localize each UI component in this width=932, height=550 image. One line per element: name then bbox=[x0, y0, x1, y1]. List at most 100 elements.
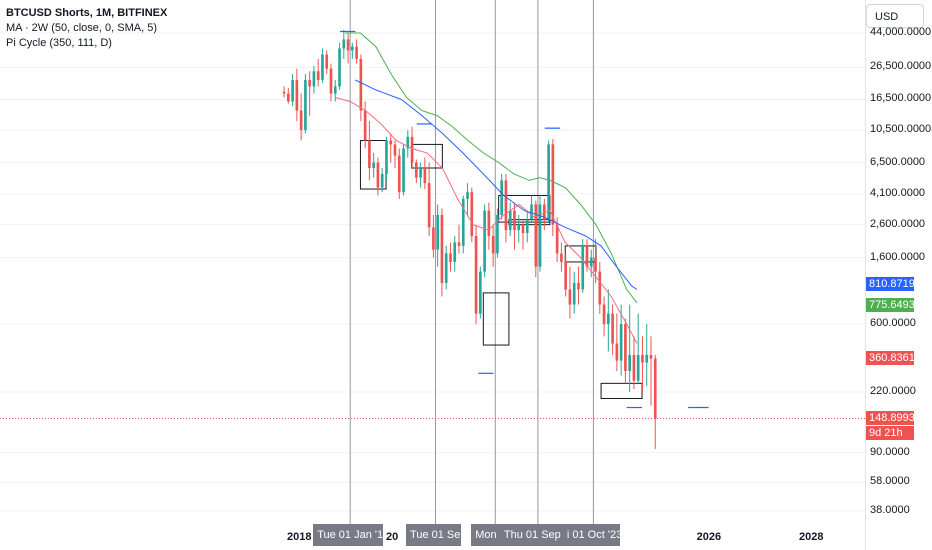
price-tick-label: 2,600.0000 bbox=[870, 217, 926, 230]
candle-body bbox=[649, 354, 653, 359]
candle-body bbox=[508, 210, 512, 231]
candle-body bbox=[470, 192, 474, 236]
candle-body bbox=[530, 204, 533, 220]
candle-body bbox=[427, 183, 431, 228]
symbol-title[interactable]: BTCUSD Shorts, 1M, BITFINEX bbox=[6, 7, 168, 19]
candle-body bbox=[304, 79, 307, 131]
price-badge: 360.8361 bbox=[866, 351, 915, 366]
candle-body bbox=[572, 282, 576, 305]
candle-body bbox=[598, 271, 602, 305]
price-tick-label: 600.0000 bbox=[870, 317, 916, 330]
price-badge: 148.8993 bbox=[866, 411, 915, 426]
indicator-lines bbox=[334, 32, 638, 344]
candle-body bbox=[560, 253, 563, 262]
price-tick-label: 90.0000 bbox=[870, 445, 910, 458]
candle-body bbox=[406, 136, 410, 149]
candle-body bbox=[602, 304, 606, 325]
candle-body bbox=[444, 253, 448, 283]
candle-body bbox=[436, 214, 439, 250]
candle-body bbox=[487, 210, 491, 236]
pi-cycle-blue-line bbox=[355, 79, 638, 290]
currency-button[interactable]: USD bbox=[866, 4, 924, 28]
price-badge: 9d 21h bbox=[866, 426, 914, 441]
date-marker-label: i 01 Oct '23 bbox=[562, 524, 620, 546]
candle-body bbox=[355, 46, 358, 59]
candle-body bbox=[538, 204, 542, 267]
candle-body bbox=[543, 204, 546, 220]
candle-body bbox=[479, 271, 482, 314]
chart-legend: BTCUSD Shorts, 1M, BITFINEX MA · 2W (50,… bbox=[6, 6, 167, 51]
candle-body bbox=[585, 245, 589, 267]
price-tick-label: 44,000.0000 bbox=[870, 26, 932, 38]
candlesticks[interactable] bbox=[282, 29, 657, 449]
candle-body bbox=[316, 71, 320, 80]
range-box bbox=[600, 382, 643, 399]
candle-body bbox=[564, 261, 567, 290]
candle-body bbox=[466, 192, 469, 199]
candle-body bbox=[517, 224, 521, 231]
time-tick-label: 20 bbox=[386, 531, 399, 543]
candle-body bbox=[645, 354, 649, 363]
candle-body bbox=[577, 282, 580, 290]
candle-body bbox=[525, 219, 529, 233]
candle-body bbox=[440, 214, 444, 283]
candle-body bbox=[641, 354, 644, 363]
chart-grid bbox=[0, 32, 865, 512]
marker-segments bbox=[339, 30, 709, 409]
candle-body bbox=[308, 79, 311, 87]
candle-body bbox=[457, 242, 461, 246]
candle-body bbox=[415, 162, 418, 178]
candle-body bbox=[461, 198, 465, 246]
pi-cycle-indicator-label[interactable]: Pi Cycle (350, 111, D) bbox=[6, 37, 112, 49]
candle-body bbox=[449, 253, 452, 262]
candle-body bbox=[568, 289, 572, 305]
candle-body bbox=[402, 148, 405, 193]
candle-body bbox=[453, 242, 457, 262]
candle-body bbox=[342, 39, 346, 49]
ma-line bbox=[334, 96, 638, 344]
price-axis-divider bbox=[865, 0, 866, 550]
candle-body bbox=[312, 71, 316, 87]
price-tick-label: 220.0000 bbox=[870, 385, 916, 397]
candle-body bbox=[368, 140, 371, 169]
candle-body bbox=[359, 58, 363, 111]
candle-body bbox=[389, 140, 393, 145]
price-badge: 775.6493 bbox=[866, 297, 915, 312]
candle-body bbox=[594, 257, 597, 272]
candle-body bbox=[624, 324, 627, 371]
candle-body bbox=[513, 210, 516, 231]
candle-body bbox=[500, 180, 503, 215]
candle-body bbox=[346, 39, 350, 51]
price-tick-label: 26,500.0000 bbox=[870, 60, 932, 73]
ma-indicator-label[interactable]: MA · 2W (50, close, 0, SMA, 5) bbox=[6, 22, 157, 34]
candle-body bbox=[329, 68, 333, 94]
candle-body bbox=[521, 224, 525, 233]
date-marker-label: Tue 01 Sep ' bbox=[406, 524, 462, 546]
candle-body bbox=[282, 91, 286, 94]
candle-body bbox=[419, 168, 422, 178]
candle-body bbox=[423, 168, 427, 184]
range-box bbox=[482, 292, 510, 346]
candle-body bbox=[363, 110, 367, 141]
vertical-lines bbox=[349, 0, 594, 524]
pi-cycle-green-line bbox=[345, 32, 638, 304]
candle-body bbox=[385, 140, 388, 174]
candle-body bbox=[555, 224, 559, 254]
price-tick-label: 4,100.0000 bbox=[870, 186, 926, 199]
candle-body bbox=[615, 343, 619, 361]
candle-body bbox=[474, 235, 478, 314]
candle-body bbox=[380, 173, 384, 188]
candle-body bbox=[321, 54, 324, 80]
candle-body bbox=[653, 358, 657, 419]
candle-body bbox=[636, 354, 640, 381]
candle-body bbox=[372, 162, 375, 169]
date-marker-label: Tue 01 Jan '19 bbox=[313, 524, 384, 546]
candle-body bbox=[287, 93, 290, 102]
candle-body bbox=[632, 354, 636, 381]
candle-body bbox=[483, 210, 486, 272]
date-marker-label: Thu 01 Sep '22 bbox=[499, 524, 572, 546]
candle-body bbox=[504, 180, 508, 231]
price-badge: 810.8719 bbox=[866, 277, 915, 292]
candle-body bbox=[619, 324, 623, 361]
